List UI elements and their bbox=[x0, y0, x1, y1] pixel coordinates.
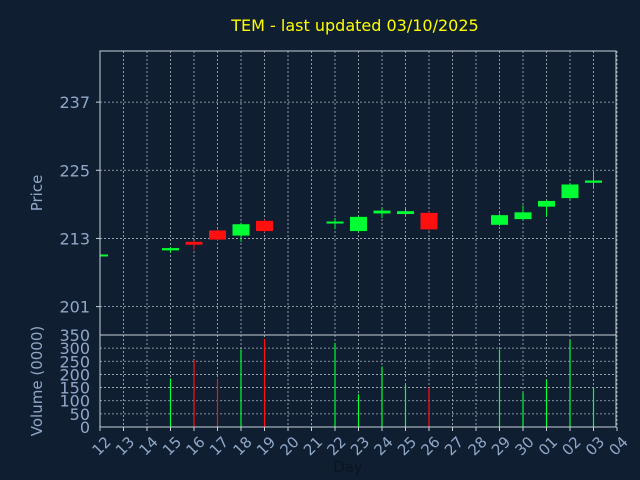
x-tick-label: 28 bbox=[465, 433, 491, 459]
candle-body bbox=[209, 230, 226, 240]
x-tick-label: 24 bbox=[371, 433, 397, 459]
x-tick-label: 16 bbox=[183, 433, 209, 459]
candle bbox=[538, 199, 555, 217]
x-tick-label: 22 bbox=[324, 433, 350, 459]
x-tick-label: 01 bbox=[535, 433, 561, 459]
candle-body bbox=[397, 211, 414, 215]
candle-body bbox=[100, 254, 108, 257]
candle-body bbox=[420, 212, 438, 230]
candle bbox=[561, 182, 579, 200]
x-tick-label: 27 bbox=[441, 433, 467, 459]
x-tick-label: 20 bbox=[277, 433, 303, 459]
x-tick-label: 29 bbox=[488, 433, 514, 459]
volume-tick-label: 50 bbox=[70, 405, 90, 424]
x-tick-label: 26 bbox=[418, 433, 444, 459]
candle-body bbox=[514, 212, 532, 220]
price-frame bbox=[99, 50, 617, 336]
price-panel: 201 213 225 237 Price bbox=[28, 50, 618, 336]
x-tick-label: 02 bbox=[559, 433, 585, 459]
candle-body bbox=[585, 180, 602, 183]
x-tick-label: 23 bbox=[347, 433, 373, 459]
volume-tick-label: 150 bbox=[59, 379, 90, 398]
candle bbox=[232, 222, 250, 242]
price-tick-label: 213 bbox=[59, 229, 90, 248]
x-tick-label: 15 bbox=[159, 433, 185, 459]
price-y-axis-label: Price bbox=[28, 175, 46, 212]
volume-tick-label: 200 bbox=[59, 365, 90, 384]
x-axis-label: Day bbox=[333, 458, 363, 476]
candle bbox=[326, 217, 344, 230]
candle bbox=[209, 229, 226, 241]
candle-body bbox=[185, 241, 203, 245]
x-tick-label: 13 bbox=[112, 433, 138, 459]
candle bbox=[162, 246, 179, 253]
x-tick-label: 21 bbox=[300, 433, 326, 459]
volume-y-axis-label: Volume (0000) bbox=[28, 326, 46, 436]
volume-tick-label: 250 bbox=[59, 352, 90, 371]
candle bbox=[185, 240, 203, 250]
price-tick-label: 225 bbox=[59, 161, 90, 180]
price-y-ticks: 201 213 225 237 bbox=[59, 93, 100, 317]
x-axis-ticks: 1213141516171819202122232425262728293001… bbox=[89, 427, 632, 459]
candle-body bbox=[256, 220, 273, 232]
candle-body bbox=[232, 224, 250, 236]
x-tick-label: 30 bbox=[512, 433, 538, 459]
candle bbox=[585, 171, 602, 188]
candle bbox=[256, 219, 273, 233]
x-tick-label: 12 bbox=[89, 433, 115, 459]
chart-title: TEM - last updated 03/10/2025 bbox=[230, 16, 478, 35]
x-tick-label: 19 bbox=[253, 433, 279, 459]
candle-body bbox=[162, 248, 179, 251]
candle bbox=[373, 207, 391, 218]
x-tick-label: 17 bbox=[206, 433, 232, 459]
volume-tick-label: 350 bbox=[59, 326, 90, 345]
x-tick-label: 14 bbox=[136, 433, 162, 459]
candle-body bbox=[561, 184, 579, 199]
candle bbox=[491, 213, 508, 226]
price-tick-label: 201 bbox=[59, 298, 90, 317]
volume-tick-label: 0 bbox=[80, 418, 90, 437]
candle-body bbox=[538, 200, 555, 207]
candle-body bbox=[326, 221, 344, 224]
volume-bars bbox=[99, 338, 595, 427]
candle bbox=[397, 208, 414, 217]
x-tick-label: 04 bbox=[606, 433, 632, 459]
x-tick-label: 03 bbox=[582, 433, 608, 459]
x-tick-label: 18 bbox=[230, 433, 256, 459]
candle bbox=[99, 254, 108, 257]
candle bbox=[514, 205, 532, 221]
price-tick-label: 237 bbox=[59, 93, 90, 112]
price-candles bbox=[99, 171, 602, 257]
x-tick-label: 25 bbox=[394, 433, 420, 459]
candle bbox=[350, 215, 367, 233]
candle-body bbox=[491, 215, 508, 225]
candle-body bbox=[350, 216, 367, 232]
candle bbox=[420, 211, 438, 231]
volume-tick-label: 300 bbox=[59, 339, 90, 358]
price-grid bbox=[100, 51, 618, 335]
candle-body bbox=[373, 210, 391, 214]
volume-tick-label: 100 bbox=[59, 392, 90, 411]
